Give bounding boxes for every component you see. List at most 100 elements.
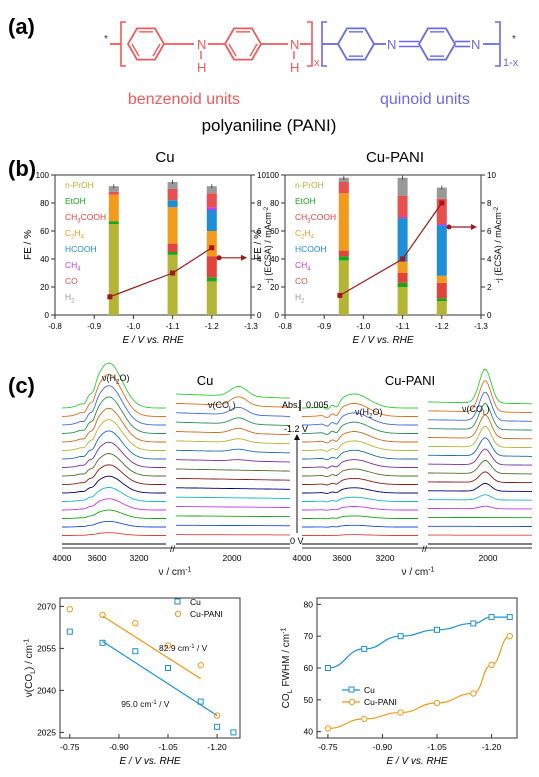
spectrum-trace: [62, 385, 166, 426]
x-tick-label: -1.1: [166, 322, 180, 331]
x-tick-label: -1.3: [474, 322, 488, 331]
x-tick-label: -1.05: [158, 742, 178, 752]
text-span: L: [483, 410, 487, 417]
spectrum-trace: [62, 362, 166, 409]
spectrum-trace: [62, 509, 166, 519]
legend-label: H2: [65, 292, 74, 305]
text-span: C: [295, 228, 301, 238]
y-tick-label: 0: [275, 311, 280, 320]
x-tick-label: 2000: [479, 553, 498, 563]
bar-segment: [397, 218, 408, 262]
h2o-label: ν(H2O): [102, 373, 130, 386]
legend-label: CH4: [65, 260, 81, 273]
legend-label: EtOH: [65, 196, 86, 206]
spectrum-trace: [62, 520, 166, 528]
spectrum-trace: [176, 487, 290, 490]
spectrum-trace: [175, 448, 291, 454]
x-tick-label: -0.90: [109, 742, 129, 752]
spectrum-trace: [175, 385, 291, 399]
fe-chart-cu: -0.8 -0.9 -1.0 -1.1 -1.2 -1.3 0 20 40 60 80 100 0 2 4 6…: [23, 171, 273, 346]
atom-h: H: [290, 60, 299, 75]
bar-segment: [206, 256, 217, 278]
legend-marker: [348, 686, 355, 693]
text-span: CH: [65, 260, 77, 270]
bar-segment: [397, 282, 408, 287]
star-left: *: [104, 34, 108, 45]
bar-segment: [436, 275, 447, 283]
text-span: 95.0 cm: [121, 699, 151, 709]
spectrum-trace: [61, 453, 166, 477]
x-axis-label: E / V vs. RHE: [386, 756, 447, 767]
data-point: [197, 662, 204, 669]
ring: [417, 27, 457, 61]
y-tick-label: 2070: [37, 601, 56, 611]
bar-segment: [397, 217, 408, 219]
data-point: [99, 611, 106, 618]
text-span: -1: [281, 628, 288, 634]
x-tick-label: 4000: [293, 553, 312, 563]
x-tick-label: 3600: [88, 553, 107, 563]
spectrum-trace: [62, 430, 166, 460]
text-span: ν(H: [102, 373, 116, 383]
x-tick-label: -1.2: [435, 322, 449, 331]
spectrum-trace: [428, 482, 532, 492]
col-frequency-chart: -0.75 -0.90 -1.05 -1.20 2025 2040 2055 2070 E / …: [24, 597, 241, 767]
spectrum-trace: [302, 534, 418, 537]
spectrum-trace: [428, 414, 532, 440]
plot-frame: [284, 174, 482, 316]
bar-segment: [167, 243, 178, 252]
data-point: [506, 614, 513, 621]
voltage-top-label: -1.2 V: [284, 424, 308, 434]
spectrum-trace: [302, 431, 418, 444]
text-span: 4: [77, 267, 81, 273]
voltage-arrowhead: [294, 434, 300, 440]
y-tick-label: 20: [40, 283, 49, 292]
bar-segment: [338, 260, 349, 315]
bar-segment: [206, 281, 217, 315]
spectrum-trace: [302, 524, 418, 528]
current-density-point: [209, 245, 215, 251]
h2o-label: ν(H2O): [355, 407, 383, 420]
y-tick-label: 2025: [37, 727, 56, 737]
text-span: COOH: [81, 212, 107, 222]
bar-segment: [167, 254, 178, 315]
text-span: 2: [71, 235, 74, 241]
y-tick-label: 2040: [37, 685, 56, 695]
spectrum-trace: [62, 532, 166, 536]
y-tick-label: 40: [304, 727, 314, 737]
text-span: CO: [295, 276, 308, 286]
legend-label: CH3COOH: [295, 212, 336, 225]
legend-label: EtOH: [295, 196, 316, 206]
text-span: ν(CO: [24, 674, 35, 698]
plot-frame: [59, 597, 241, 739]
spectrum-trace: [428, 471, 533, 484]
spectrum-trace: [428, 369, 532, 405]
y-tick-label: 60: [270, 227, 279, 236]
cu-chart-title: Cu: [155, 149, 174, 166]
text-span: H: [295, 292, 301, 302]
text-span: L: [30, 670, 37, 674]
text-span: CH: [295, 212, 307, 222]
ring: [126, 27, 166, 61]
text-span: L: [287, 689, 294, 693]
text-span: H: [74, 228, 80, 238]
spectrum-trace: [175, 396, 291, 408]
bar-segment: [397, 177, 408, 196]
text-span: CH: [65, 212, 77, 222]
spectrum-trace: [302, 515, 418, 520]
x-tick-label: 3200: [376, 553, 395, 563]
bar-segment: [206, 277, 217, 282]
slope-annotation: 82.9 cm-1 / V: [159, 643, 208, 653]
legend-marker: [174, 610, 182, 618]
data-point: [164, 642, 172, 649]
bar-segment: [338, 193, 349, 251]
data-point: [99, 639, 106, 646]
ring: [223, 27, 263, 61]
y2-axis-label: -j (ECSA) / mAcm-2: [493, 206, 503, 283]
x-tick-label: -1.1: [396, 322, 410, 331]
spectrum-trace: [61, 441, 166, 468]
bar-segment: [206, 210, 217, 231]
y2-tick-label: 4: [487, 255, 492, 264]
bar-segment: [108, 186, 119, 192]
x-tick-label: -1.05: [427, 742, 447, 752]
